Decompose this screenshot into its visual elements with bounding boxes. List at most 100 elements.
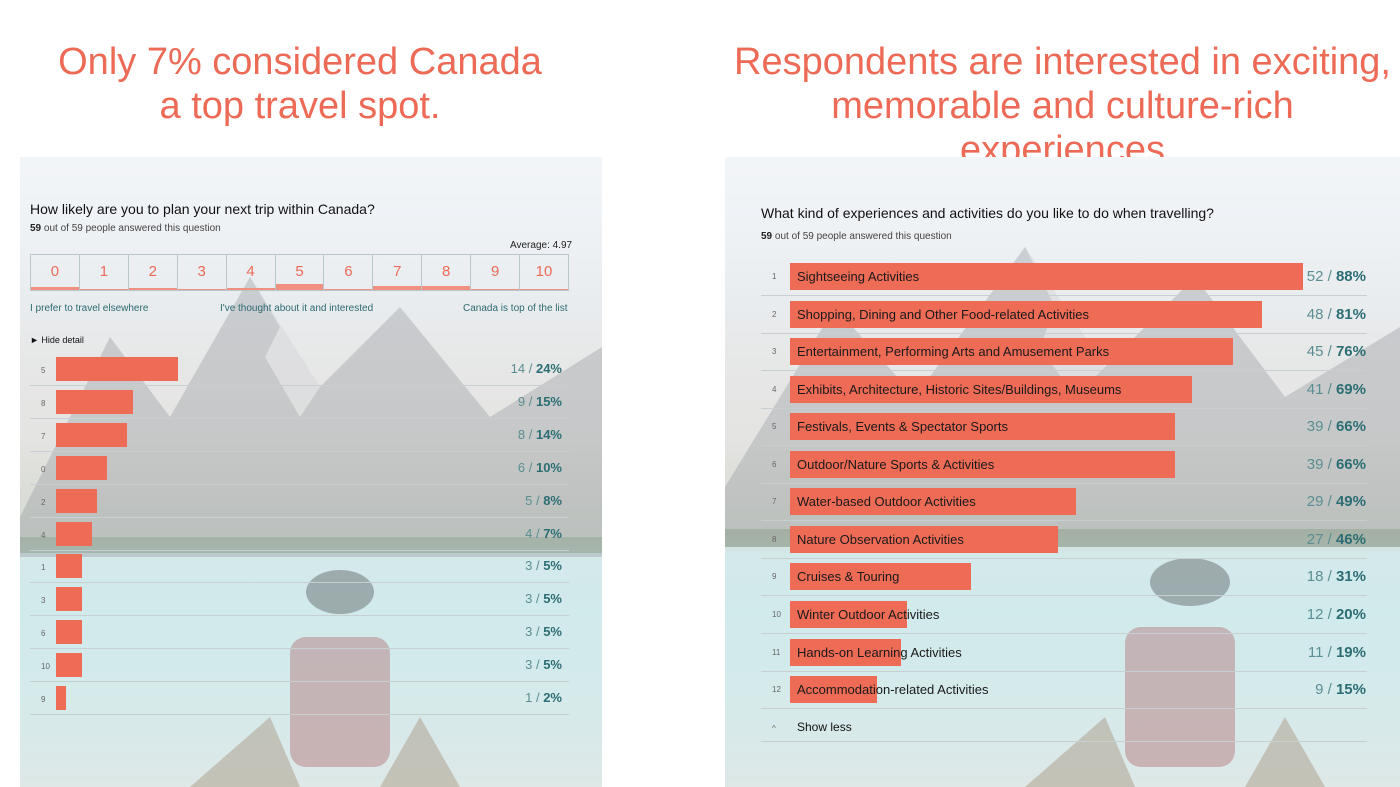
row-rank: 2 [772,309,777,319]
scale-option-9[interactable]: 9 [471,255,521,290]
scale-option-5[interactable]: 5 [275,255,325,290]
row-value: 27 / 46% [1307,531,1366,548]
row-label: Nature Observation Activities [797,531,964,547]
row-rank: 4 [41,530,46,540]
scale-fill [422,286,471,290]
bar [790,488,1076,516]
scale-fill [226,288,275,290]
row-divider [30,516,569,518]
scale-option-8[interactable]: 8 [422,255,472,290]
value-percent: 14% [535,426,562,442]
row-label: Outdoor/Nature Sports & Activities [797,456,995,472]
left-headline-line-1: Only 7% considered Canada [58,41,542,83]
row-rank: 12 [772,685,781,695]
value-count: 14 / [510,361,536,376]
value-count: 29 / [1306,493,1336,511]
row-value: 3 / 5% [525,558,562,573]
row-value: 39 / 66% [1307,418,1366,435]
value-percent: 10% [535,459,562,475]
row-rank: 9 [772,572,777,582]
value-count: 6 / [517,459,536,475]
bar [790,525,1059,553]
row-value: 29 / 49% [1307,493,1366,510]
row-rank: 10 [772,609,781,619]
row-divider [30,385,569,386]
scale-option-4[interactable]: 4 [226,255,276,290]
row-divider [30,615,569,617]
value-percent: 15% [1335,681,1366,699]
row-rank: 6 [41,629,46,639]
average-label: Average: 4.97 [510,240,573,251]
bar [790,375,1193,403]
row-value: 45 / 76% [1307,343,1366,360]
value-percent: 69% [1335,380,1366,398]
row-rank: 5 [772,422,777,432]
row-divider [761,407,1367,409]
bar [56,455,107,480]
scale-anchor-high: Canada is top of the list [463,303,568,314]
scale-option-0[interactable]: 0 [31,255,80,290]
scale-option-6[interactable]: 6 [324,255,374,290]
bar [790,338,1234,366]
row-rank: 9 [41,695,46,704]
left-answered-text: out of 59 people answered this question [43,223,221,234]
value-count: 4 / [525,525,544,541]
row-divider [30,549,569,551]
value-percent: 81% [1335,305,1366,323]
row-rank: 3 [41,596,46,606]
value-count: 3 / [525,657,544,673]
value-percent: 8% [543,492,562,508]
row-value: 5 / 8% [525,493,562,508]
row-value: 11 / 19% [1308,644,1366,661]
row-divider [30,648,569,650]
left-headline: Only 7% considered Canada a top travel s… [20,40,580,128]
bar [56,422,128,447]
right-answered-count: 59 [761,231,773,242]
value-count: 48 / [1306,305,1336,323]
scale-fill [177,289,226,290]
row-value: 12 / 20% [1307,606,1366,623]
value-percent: 66% [1335,455,1366,473]
value-percent: 76% [1335,343,1366,361]
row-value: 4 / 7% [525,526,562,541]
row-rank: 5 [41,366,46,375]
value-percent: 46% [1335,530,1366,548]
left-answered-count: 59 [30,223,42,234]
row-rank: 6 [772,459,777,469]
scale-option-10[interactable]: 10 [520,255,568,290]
row-divider [30,417,569,419]
row-rank: 7 [41,431,46,441]
scale-anchor-low: I prefer to travel elsewhere [30,303,149,314]
value-count: 45 / [1306,343,1336,361]
hide-detail-toggle[interactable]: ► Hide detail [30,335,84,345]
row-label: Shopping, Dining and Other Food-related … [797,306,1089,322]
value-percent: 5% [543,591,562,607]
scale-option-7[interactable]: 7 [373,255,423,290]
show-less-toggle[interactable]: Show less [797,720,852,734]
row-value: 6 / 10% [518,460,562,475]
value-percent: 15% [535,393,562,409]
value-percent: 20% [1335,605,1366,623]
scale-anchor-mid: I've thought about it and interested [220,303,374,314]
left-survey-panel: How likely are you to plan your next tri… [20,157,602,787]
row-value: 3 / 5% [525,624,562,639]
row-rank: 4 [772,384,777,394]
bar [790,563,971,591]
row-label: Cruises & Touring [797,569,900,585]
row-value: 14 / 24% [511,361,562,376]
row-value: 9 / 15% [518,394,562,409]
row-value: 41 / 69% [1307,381,1366,398]
row-divider [30,681,569,683]
scale-option-2[interactable]: 2 [128,255,178,290]
value-percent: 24% [535,361,562,376]
value-count: 12 / [1306,605,1336,623]
row-value: 48 / 81% [1307,306,1366,323]
bar [56,357,179,381]
value-count: 3 / [525,558,544,574]
scale-fill [128,288,177,290]
value-percent: 5% [543,624,562,640]
bar [56,521,92,546]
scale-option-3[interactable]: 3 [177,255,227,290]
scale-option-1[interactable]: 1 [79,255,129,290]
right-headline: Respondents are interested in exciting, … [725,40,1400,172]
